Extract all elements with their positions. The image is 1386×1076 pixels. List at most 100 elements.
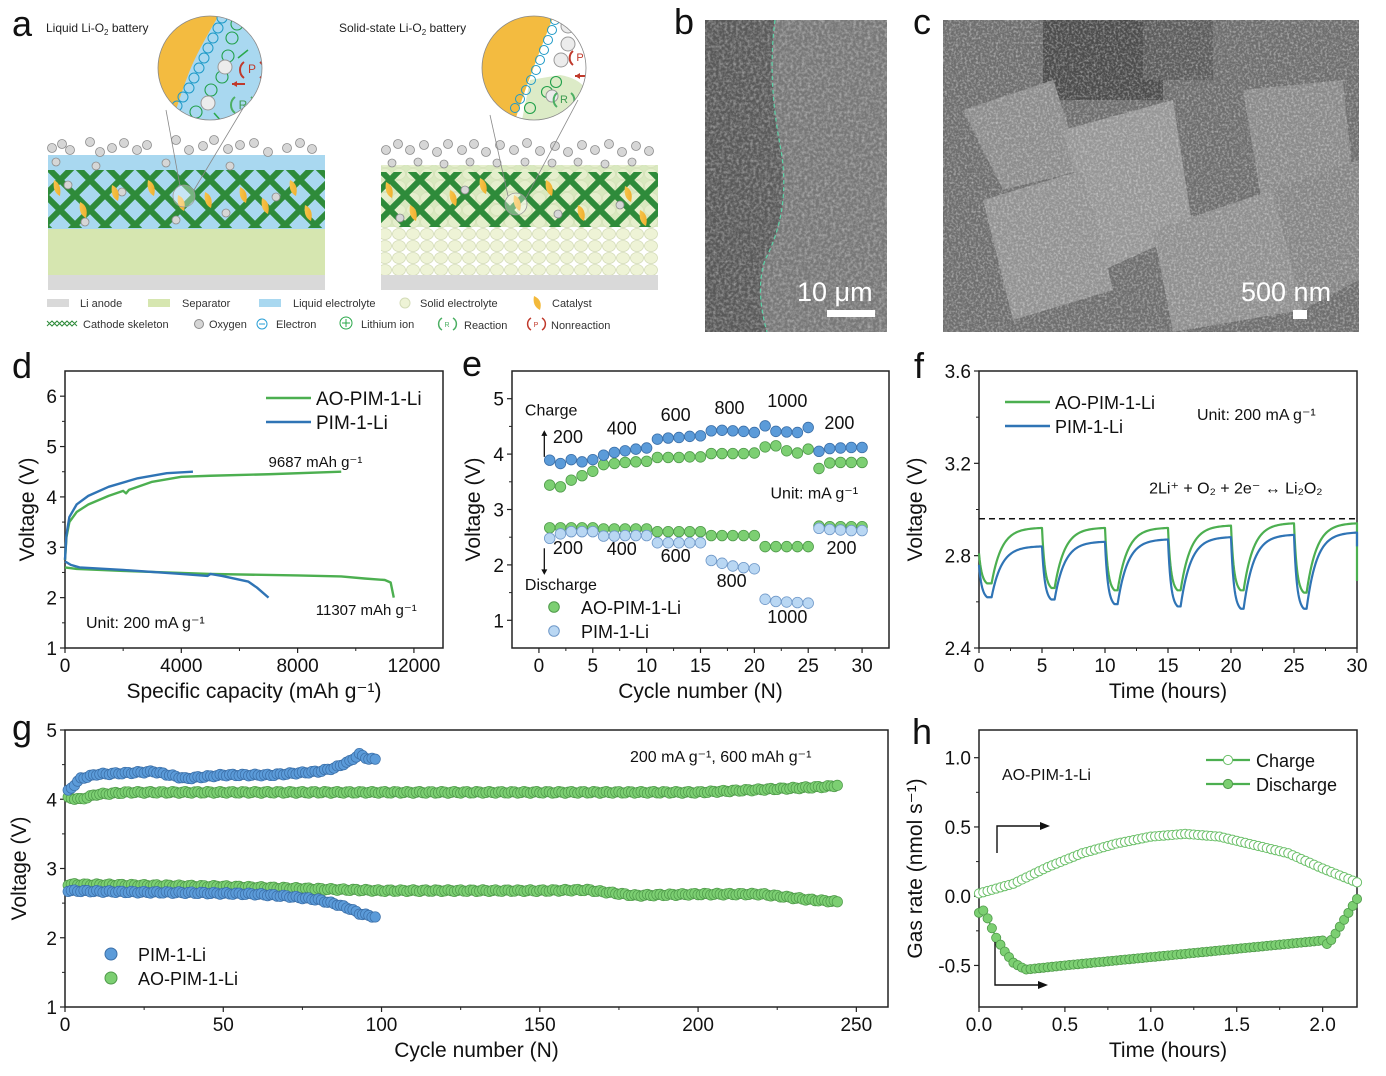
y-tick-label: 3 [493,501,504,522]
annotation-unit: Unit: 200 mA g⁻¹ [1197,407,1316,424]
nonreaction-label: P [248,62,256,76]
y-tick-label: 2.8 [945,547,971,568]
data-point-discharge [705,529,717,542]
data-point-charge [630,443,642,455]
data-point-discharge [576,525,588,538]
x-tick-label: 100 [366,1015,398,1036]
data-point-charge [831,779,843,791]
y-tick-label: 3.6 [945,362,971,383]
charge-arrow-head [541,430,548,436]
sem-image-catalyst: 500 nm [943,20,1359,332]
annotation-13: 200 [827,538,857,558]
svg-text:R: R [444,322,449,329]
data-point-charge [662,451,674,464]
data-point-charge [813,445,825,458]
data-point-charge [1351,877,1363,888]
legend-label: AO-PIM-1-Li [581,598,681,618]
data-point-charge [770,440,782,452]
x-tick-label: 25 [798,656,819,677]
legend-separator: Separator [182,298,231,310]
nonreaction-icon: P [526,317,547,331]
reaction-label: R [239,98,248,112]
x-tick-label: 50 [213,1015,234,1036]
data-point-charge [662,432,674,444]
legend-swatch-separator [148,299,170,307]
y-tick-label: 2 [46,929,57,950]
liquid-interface-inset: P R [157,15,263,121]
data-point-charge [543,454,556,466]
legend-marker [104,947,118,961]
data-point-discharge [651,525,664,538]
data-point-discharge [1351,893,1362,904]
data-point-discharge [705,554,717,567]
data-point-charge [716,447,728,460]
chart-e-rate: 0 5 10 15 20 25 30 1 2 3 4 5 Cycle number (N) Voltage… [462,370,890,703]
scale-bar-c [1293,310,1307,319]
data-point-charge [369,753,381,765]
y-tick-label: 2.4 [945,639,972,660]
data-point-charge [770,425,782,438]
y-tick-label: 4 [46,790,57,811]
x-tick-label: 2.0 [1309,1015,1335,1036]
legend-marker [1222,754,1234,766]
panel-label-a: a [12,3,33,44]
data-point-charge [759,420,771,432]
data-point-discharge [856,524,868,537]
panel-label-e: e [462,343,483,384]
y-tick-label: 1 [46,998,57,1019]
x-tick-label: 20 [1220,656,1241,677]
x-axis-label: Cycle number (N) [618,680,783,703]
data-point-charge [587,465,599,477]
annotation-unit: Unit: 200 mA g⁻¹ [86,615,205,632]
legend-label: PIM-1-Li [581,622,649,642]
x-axis-label: Cycle number (N) [394,1039,559,1062]
data-point-discharge [748,529,761,542]
panel-a-left-title: Liquid Li-O2 battery [46,21,149,37]
data-point-charge [619,445,631,457]
x-tick-label: 1.0 [1138,1015,1164,1036]
data-point-charge [834,456,847,469]
data-point-charge [856,456,868,469]
y-tick-label: 3.2 [945,454,971,475]
annotation-12: 1000 [767,607,807,627]
data-point-charge [737,425,750,438]
line-ao-pim-1-li [63,470,342,560]
data-point-charge [543,479,556,491]
data-point-charge [791,426,804,439]
annotation-5: 1000 [767,391,807,411]
y-tick-label: 3 [46,538,57,559]
annotation-capacity-charge: 9687 mAh g⁻¹ [269,454,363,471]
legend-swatch-li-anode [47,299,69,307]
data-point-discharge [813,522,825,535]
data-point-discharge [791,540,804,553]
y-tick-label: 4 [493,445,504,466]
data-point-charge [813,462,825,475]
y-tick-label: 4 [46,488,57,509]
data-point-discharge [845,524,858,537]
panel-label-f: f [914,345,925,386]
annotation-6: 200 [824,413,854,433]
data-point-discharge [640,529,653,542]
data-point-charge [834,442,847,454]
data-point-charge [791,447,804,459]
data-point-discharge [802,597,814,609]
panel-a-right-title: Solid-state Li-O2 battery [339,21,466,37]
plot-frame [978,729,1358,1008]
legend-marker [1222,778,1234,790]
data-point-charge [856,441,868,454]
legend-label: AO-PIM-1-Li [316,389,422,410]
data-point-charge [576,470,588,482]
electron-icon [256,318,268,330]
x-tick-label: 150 [524,1015,556,1036]
x-tick-label: 8000 [276,656,318,677]
data-point-charge [597,449,610,461]
panel-label-g: g [12,707,33,748]
y-tick-label: 1 [493,611,504,632]
data-point-discharge [543,522,556,534]
y-tick-label: 1 [46,639,57,660]
legend-label: Discharge [1256,775,1337,795]
lithium-ion-icon [339,316,353,330]
data-point-charge [802,443,814,455]
data-point-charge [845,441,858,454]
legend-solid-electrolyte: Solid electrolyte [420,298,498,310]
